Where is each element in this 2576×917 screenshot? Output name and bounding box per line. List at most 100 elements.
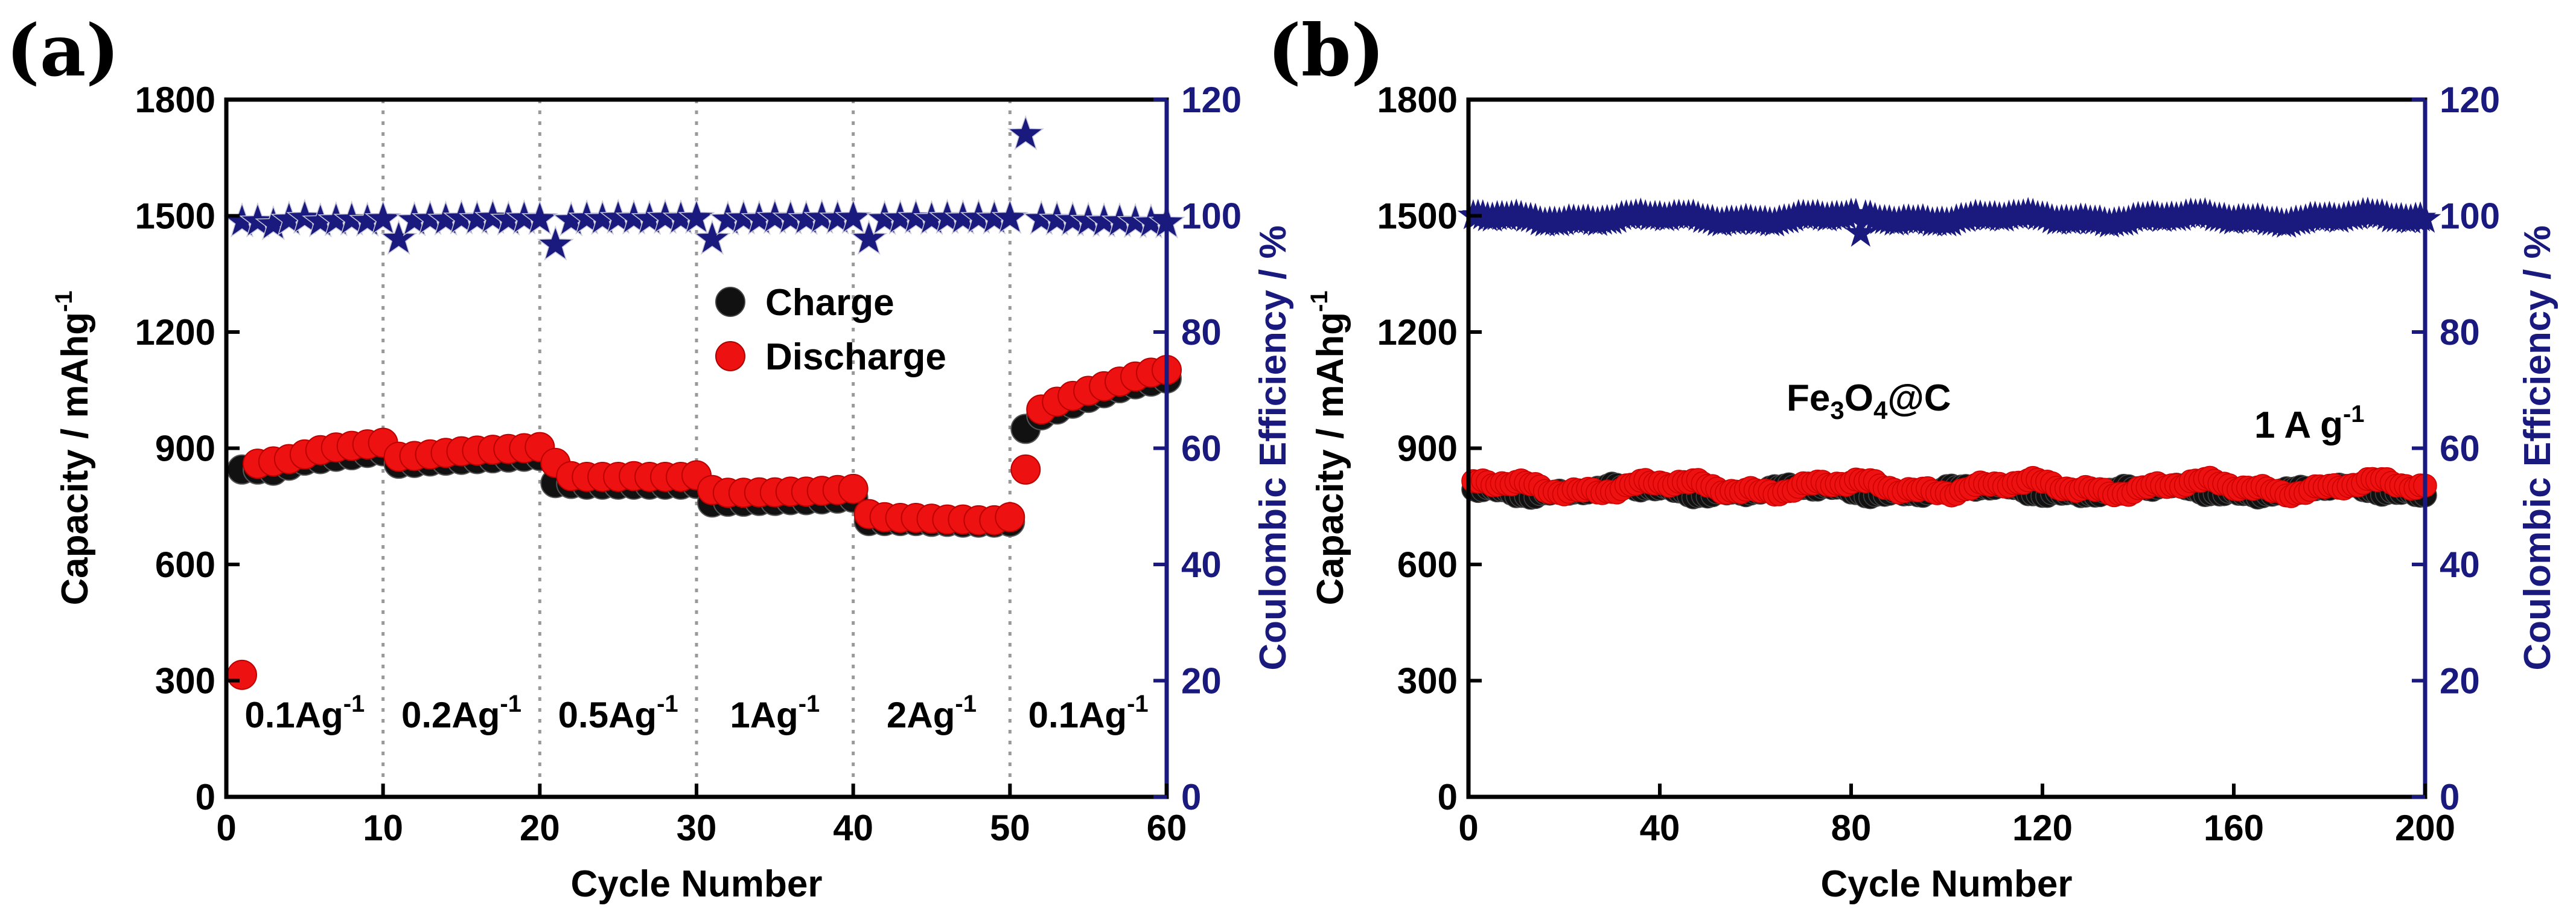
y-axis-title-a-sup: -1 [51,290,77,312]
x-tick-label: 60 [1147,808,1187,848]
y-tick-label: 300 [1397,661,1458,701]
ce-star-marker [678,199,715,234]
ce-star-marker [521,200,559,235]
y2-axis-title-b: Coulombic Efficiency / % [2517,225,2558,670]
discharge-series-b [1461,465,2437,508]
discharge-point [226,659,257,690]
x-tick-label: 30 [677,808,717,848]
coulombic-efficiency-series-a [223,115,1185,261]
y-tick-label: 600 [1397,545,1458,585]
y2-tick-label: 80 [1181,312,1222,353]
y-tick-label: 600 [155,545,215,585]
rate-label-sup: -1 [500,691,521,717]
x-tick-label: 80 [1831,808,1872,848]
y-tick-label: 1800 [135,80,215,120]
y-tick-label: 900 [1397,429,1458,469]
rate-label-main: 0.1Ag [244,695,343,735]
rate-label: 0.1Ag-1 [1028,691,1149,735]
material-o: O [1844,377,1873,419]
y-axis-title-a-main: Capacity / mAhg [54,312,96,605]
y2-tick-label: 120 [2440,80,2500,120]
x-tick-label: 50 [990,808,1030,848]
rate-labels-a: 0.1Ag-1 0.2Ag-1 0.5Ag-1 1Ag-1 2Ag-1 0.1Ag-1 [244,691,1148,735]
y-axis-title-b-sup: -1 [1306,290,1333,312]
rate-label: 2Ag-1 [887,691,977,735]
legend-a: Charge Discharge [715,282,946,378]
y2-tick-label: 40 [2440,545,2480,585]
x-ticks-b: 0 40 80 120 160 200 [1458,784,2455,848]
discharge-series-a [226,354,1182,690]
y-tick-label: 1800 [1377,80,1458,120]
material-sub-4: 4 [1873,396,1888,424]
legend-discharge-label: Discharge [765,336,946,378]
y2-ticks-a: 0 20 40 60 80 100 120 [1153,80,1242,817]
y2-tick-label: 100 [1181,196,1242,237]
legend-discharge-marker [715,341,745,371]
material-tail: @C [1887,377,1951,419]
rate-label: 0.2Ag-1 [401,691,521,735]
ce-star-marker [834,199,872,234]
material-fe: Fe [1787,377,1830,419]
y-tick-label: 1200 [1377,312,1458,353]
x-axis-title-a: Cycle Number [571,863,823,905]
rate-label-sup: -1 [657,691,678,717]
rate-label-main: 2Ag [887,695,955,735]
rate-label-sup: -1 [799,691,820,717]
y2-tick-label: 0 [2440,777,2460,817]
y2-tick-label: 60 [1181,429,1222,469]
ce-star-marker [991,199,1029,234]
legend-charge-marker [715,287,745,317]
material-sub-3: 3 [1830,396,1844,424]
x-tick-label: 160 [2204,808,2264,848]
ce-star-marker [364,200,402,235]
rate-label-sup: -1 [955,691,977,717]
y-tick-label: 300 [155,661,215,701]
rate-label-sup: -1 [343,691,365,717]
rate-label-main: 1Ag [730,695,798,735]
y2-tick-label: 100 [2440,196,2500,237]
panel-label-b: (b) [1267,8,1385,92]
rate-label: 0.5Ag-1 [558,691,678,735]
y2-tick-label: 20 [2440,661,2480,701]
rate-label: 0.1Ag-1 [244,691,365,735]
y-axis-title-b-main: Capacity / mAhg [1310,312,1351,605]
y2-tick-label: 120 [1181,80,1242,120]
y2-tick-label: 20 [1181,661,1222,701]
y-tick-label: 0 [1438,777,1458,817]
y-tick-label: 1500 [1377,196,1458,237]
y-tick-label: 900 [155,429,215,469]
x-tick-label: 200 [2395,808,2455,848]
x-ticks-a: 0 10 20 30 40 50 60 [216,784,1187,848]
coulombic-efficiency-series-b [1457,196,2441,247]
plot-frame-b [1466,97,2428,799]
y-ticks-a: 0 300 600 900 1200 1500 1800 [135,80,240,817]
ce-star-marker [1844,216,1877,247]
y2-ticks-b: 0 20 40 60 80 100 120 [2412,80,2500,817]
rate-label-sup: -1 [1127,691,1149,717]
discharge-point [1010,454,1041,485]
ce-star-marker [380,219,418,255]
y-axis-title-a: Capacity / mAhg-1 [51,290,96,605]
panel-b: (b) 0 40 80 120 160 200 030060090012001500180… [1267,8,2558,905]
x-tick-label: 0 [216,808,236,848]
ce-star-marker [537,225,574,261]
y2-tick-label: 80 [2440,312,2480,353]
current-density-main: 1 A g [2254,404,2343,446]
y-tick-label: 1500 [135,196,215,237]
ce-star-marker [1007,115,1044,150]
y2-axis-title-a: Coulombic Efficiency / % [1252,225,1294,670]
ce-star-marker [850,219,888,255]
x-tick-label: 0 [1458,808,1478,848]
x-axis-title-b: Cycle Number [1821,863,2073,905]
x-tick-label: 20 [520,808,560,848]
legend-charge-label: Charge [765,282,894,324]
discharge-point [995,502,1025,532]
x-tick-label: 120 [2012,808,2073,848]
y-tick-label: 0 [196,777,215,817]
panel-label-a: (a) [6,8,120,92]
x-tick-label: 10 [363,808,403,848]
panel-a: (a) 0 10 20 30 40 50 60 0300600900120015001800… [6,8,1294,905]
y2-tick-label: 60 [2440,429,2480,469]
y-tick-label: 1200 [135,312,215,353]
